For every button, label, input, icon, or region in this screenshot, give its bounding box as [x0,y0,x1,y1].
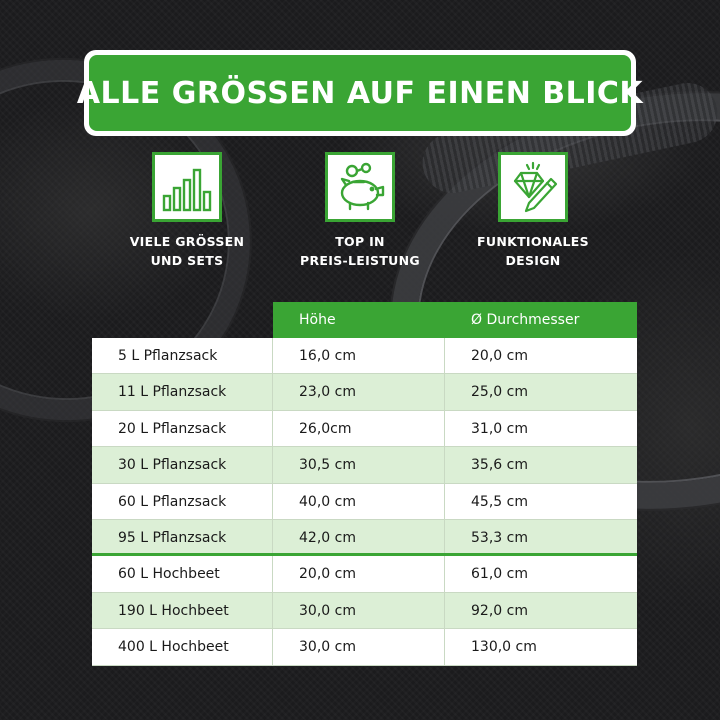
table-row: 400 L Hochbeet 30,0 cm 130,0 cm [92,629,637,666]
size-table: Höhe Ø Durchmesser 5 L Pflanzsack 16,0 c… [92,302,637,666]
table-header: Höhe Ø Durchmesser [92,302,637,338]
height-cell: 42,0 cm [273,519,445,554]
table-row: 20 L Pflanzsack 26,0cm 31,0 cm [92,410,637,448]
table-row: 95 L Pflanzsack 42,0 cm 53,3 cm [92,519,637,557]
feature-label-price: TOP IN PREIS-LEISTUNG [300,234,420,268]
product-cell: 190 L Hochbeet [92,592,273,629]
table-row: 5 L Pflanzsack 16,0 cm 20,0 cm [92,338,637,375]
height-cell: 23,0 cm [273,374,445,410]
feature-design: FUNKTIONALES DESIGN [458,152,608,270]
table-row: 30 L Pflanzsack 30,5 cm 35,6 cm [92,447,637,484]
height-cell: 30,5 cm [273,447,445,483]
feature-label-sizes: VIELE GRÖSSEN UND SETS [129,234,245,268]
product-cell: 11 L Pflanzsack [92,374,273,410]
diameter-cell: 45,5 cm [471,493,528,510]
table-header-empty [92,302,273,338]
product-cell: 95 L Pflanzsack [92,519,273,554]
product-cell: 60 L Pflanzsack [92,483,273,519]
diameter-cell: 35,6 cm [471,457,528,474]
banner-title: ALLE GRÖSSEN AUF EINEN BLICK [76,75,644,111]
diameter-cell: 31,0 cm [471,420,528,437]
height-cell: 40,0 cm [273,483,445,519]
bar-chart-icon [152,152,222,222]
table-row: 60 L Pflanzsack 40,0 cm 45,5 cm [92,483,637,520]
table-row: 60 L Hochbeet 20,0 cm 61,0 cm [92,556,637,593]
diameter-cell: 61,0 cm [471,566,528,583]
diameter-cell: 25,0 cm [471,384,528,401]
title-banner: ALLE GRÖSSEN AUF EINEN BLICK [77,50,643,136]
table-header-diameter: Ø Durchmesser [445,302,637,338]
piggy-bank-icon [325,152,395,222]
product-cell: 5 L Pflanzsack [92,338,273,374]
feature-price: TOP IN PREIS-LEISTUNG [285,152,435,270]
product-cell: 30 L Pflanzsack [92,447,273,483]
product-cell: 60 L Hochbeet [92,556,273,592]
product-cell: 20 L Pflanzsack [92,410,273,447]
diameter-cell: 92,0 cm [471,602,528,619]
diameter-cell: 20,0 cm [471,348,528,364]
diameter-cell: 130,0 cm [471,639,537,656]
table-header-height: Höhe [273,302,445,338]
height-cell: 16,0 cm [273,338,445,374]
diamond-pencil-icon [498,152,568,222]
height-cell: 20,0 cm [273,556,445,592]
feature-sizes: VIELE GRÖSSEN UND SETS [112,152,262,270]
table-row: 190 L Hochbeet 30,0 cm 92,0 cm [92,592,637,630]
diameter-cell: 53,3 cm [471,529,528,546]
height-cell: 30,0 cm [273,629,445,665]
table-row: 11 L Pflanzsack 23,0 cm 25,0 cm [92,374,637,411]
height-cell: 30,0 cm [273,592,445,629]
height-cell: 26,0cm [273,410,445,447]
product-cell: 400 L Hochbeet [92,629,273,665]
feature-label-design: FUNKTIONALES DESIGN [477,234,589,268]
title-banner-inner: ALLE GRÖSSEN AUF EINEN BLICK [77,55,643,131]
